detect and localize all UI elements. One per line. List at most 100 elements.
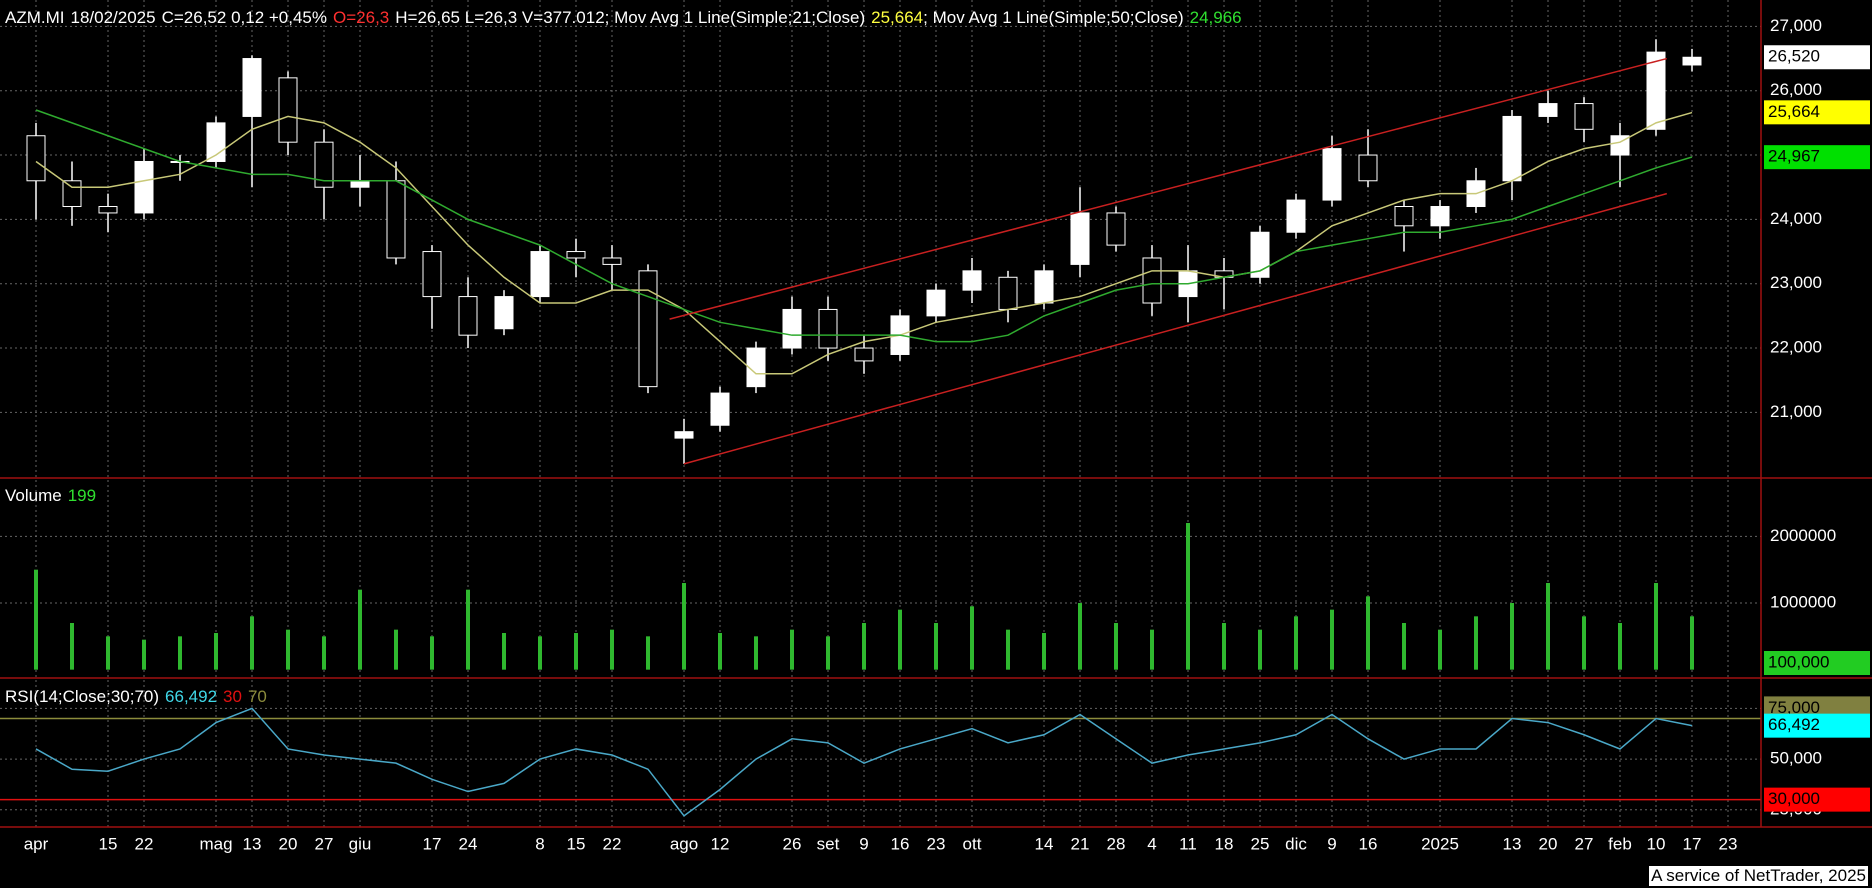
volume-bar — [574, 633, 578, 670]
rsi-low-ref: 30 — [223, 687, 242, 706]
value-tag — [1764, 145, 1870, 170]
hlv: H=26,65 L=26,3 V=377.012 — [395, 8, 605, 27]
symbol: AZM.MI — [5, 8, 65, 27]
candle-body — [1034, 270, 1054, 304]
candle-body — [1682, 56, 1702, 66]
x-tick-label: 4 — [1147, 834, 1156, 853]
value-tag-label: 30,000 — [1768, 789, 1820, 808]
candle-body — [638, 270, 658, 388]
candle-body — [1106, 212, 1126, 246]
value-tag-label: 26,520 — [1768, 47, 1820, 66]
x-tick-label: 22 — [135, 834, 154, 853]
candle-body — [422, 251, 442, 298]
volume-bar — [1402, 623, 1406, 670]
volume-bar — [1546, 583, 1550, 670]
volume-bar — [970, 606, 974, 670]
candle-body — [1394, 206, 1414, 227]
value-tag — [1764, 45, 1870, 70]
value-tag — [1764, 651, 1870, 675]
candle-body — [98, 206, 118, 214]
volume-bar — [466, 589, 470, 670]
volume-bar — [178, 636, 182, 670]
footer: A service of NetTrader, 2025 — [1649, 866, 1868, 886]
moving-average — [35, 111, 1693, 375]
x-tick-label: giu — [349, 834, 372, 853]
volume-bar — [1690, 616, 1694, 670]
volume-title: Volume — [5, 486, 62, 505]
volume-bar — [1438, 629, 1442, 670]
quote: C=26,52 0,12 +0,45% — [161, 8, 328, 27]
trend-line — [669, 57, 1667, 320]
candle-body — [386, 180, 406, 259]
rsi-last: 66,492 — [165, 687, 218, 706]
volume-bar — [106, 636, 110, 670]
x-tick-label: 13 — [243, 834, 262, 853]
volume-bar — [862, 623, 866, 670]
volume-bar — [250, 616, 254, 670]
header: AZM.MI 18/02/2025 C=26,52 0,12 +0,45% O=26,… — [5, 8, 1242, 28]
x-tick-label: feb — [1608, 834, 1632, 853]
candle-body — [1502, 115, 1522, 182]
candle-body — [746, 347, 766, 388]
volume-bar — [430, 636, 434, 670]
volume-bar — [1114, 623, 1118, 670]
volume-bar — [610, 629, 614, 670]
x-tick-label: 12 — [711, 834, 730, 853]
ma21-name: ; Mov Avg 1 Line(Simple;21;Close) — [604, 8, 866, 27]
x-tick-label: dic — [1285, 834, 1307, 853]
rsi-label: RSI(14;Close;30;70) 66,492 30 70 — [5, 687, 267, 707]
x-tick-label: 9 — [859, 834, 868, 853]
volume-last: 199 — [67, 486, 97, 505]
candle-body — [26, 135, 46, 182]
x-tick-label: 17 — [423, 834, 442, 853]
candle-body — [998, 276, 1018, 310]
volume-bar — [1654, 583, 1658, 670]
x-tick-label: 16 — [891, 834, 910, 853]
ma50-name: ; Mov Avg 1 Line(Simple;50;Close) — [923, 8, 1184, 27]
ma21-value: 25,664 — [871, 8, 924, 27]
x-tick-label: 17 — [1683, 834, 1702, 853]
volume-bar — [1294, 616, 1298, 670]
y-tick-label: 26,000 — [1770, 80, 1822, 99]
value-tag — [1764, 100, 1870, 125]
candle-body — [782, 308, 802, 349]
candle-body — [1286, 199, 1306, 233]
candle-body — [314, 141, 334, 188]
volume-bar — [70, 623, 74, 670]
candle-body — [818, 308, 838, 349]
x-tick-label: 23 — [927, 834, 946, 853]
candle-body — [1358, 154, 1378, 182]
candle-body — [1574, 103, 1594, 130]
x-tick-label: 26 — [783, 834, 802, 853]
volume-bar — [1258, 629, 1262, 670]
candle-body — [458, 296, 478, 336]
volume-bar — [1006, 629, 1010, 670]
ma50-value: 24,966 — [1189, 8, 1242, 27]
x-tick-label: 20 — [279, 834, 298, 853]
y-tick-label: 2000000 — [1770, 526, 1836, 545]
volume-bar — [1330, 609, 1334, 670]
volume-bar — [1042, 633, 1046, 670]
candle-body — [62, 180, 82, 208]
candle-body — [962, 270, 982, 291]
volume-bar — [1510, 603, 1514, 670]
candle-body — [494, 296, 514, 330]
rsi-high-ref: 70 — [247, 687, 267, 706]
open: O=26,3 — [333, 8, 390, 27]
x-tick-label: 8 — [535, 834, 544, 853]
y-tick-label: 21,000 — [1770, 402, 1822, 421]
x-tick-label: 25 — [1251, 834, 1270, 853]
volume-label: Volume 199 — [5, 486, 96, 506]
value-tag-label: 24,967 — [1768, 147, 1820, 166]
volume-bar — [538, 636, 542, 670]
y-tick-label: 1000000 — [1770, 592, 1836, 611]
volume-bar — [358, 589, 362, 670]
x-tick-label: 15 — [99, 834, 118, 853]
y-tick-label: 50,000 — [1770, 749, 1822, 768]
candle-body — [1250, 231, 1270, 278]
candle-body — [1322, 148, 1342, 201]
volume-bar — [1582, 616, 1586, 670]
y-tick-label: 24,000 — [1770, 209, 1822, 228]
